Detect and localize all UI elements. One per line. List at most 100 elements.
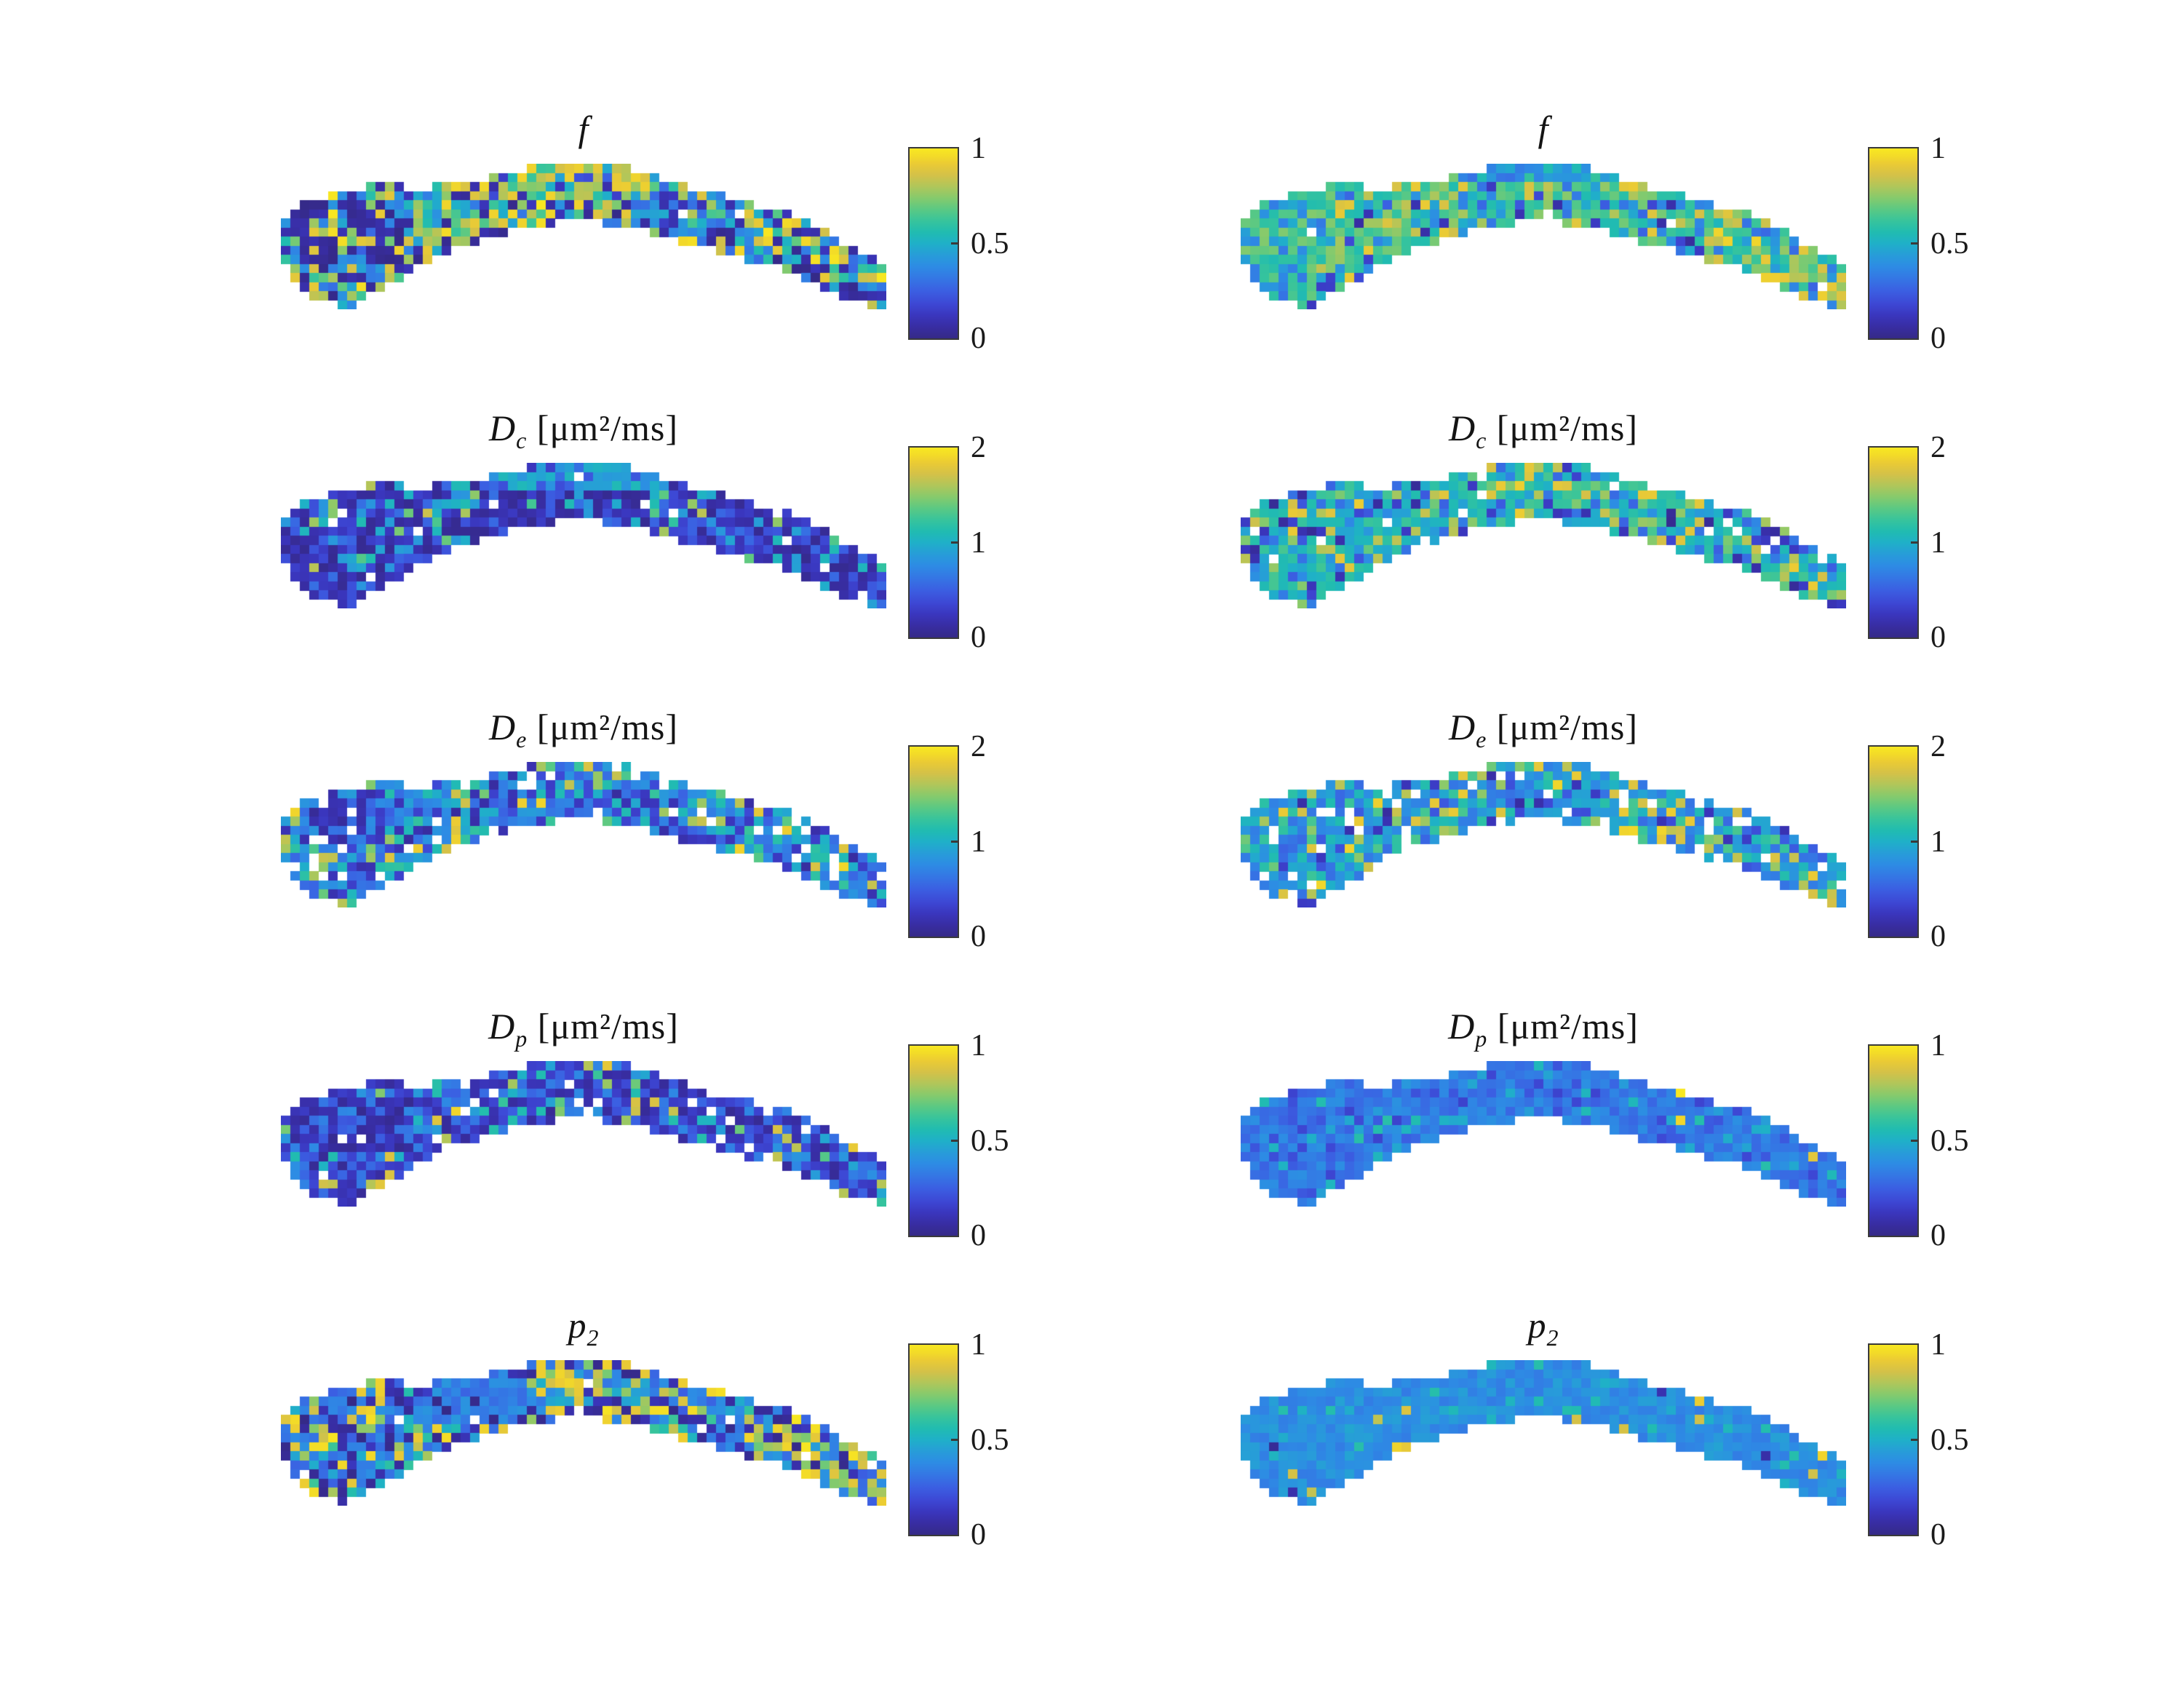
colorbar-tick-label-max: 2: [1930, 730, 1946, 763]
colorbar-mid-tick: [1911, 541, 1917, 544]
colorbar-tick-label-max: 2: [1930, 431, 1946, 464]
colorbar-tick-label-mid: 0.5: [971, 1124, 1009, 1158]
title-variable: D: [1448, 707, 1476, 747]
colorbar-mid-tick: [1911, 1140, 1917, 1142]
heatmap-p2-left: [281, 1360, 886, 1506]
colorbar-tick-label-mid: 0.5: [971, 227, 1009, 261]
colorbar-tick-label-mid: 1: [971, 526, 986, 560]
title-unit: [μm²/ms]: [1487, 408, 1639, 448]
colorbar: 1 0.5 0: [908, 133, 1009, 354]
heatmap-f-right: [1241, 164, 1846, 309]
colorbar-tick-label-min: 0: [1930, 322, 1946, 355]
colorbar-tick-label-min: 0: [1930, 621, 1946, 654]
colorbar-gradient: [1868, 1343, 1919, 1536]
panel-p2-right: p2 1 0.5 0: [1241, 1305, 2150, 1557]
colorbar-tick-label-max: 2: [971, 431, 986, 464]
title-unit: [μm²/ms]: [1487, 707, 1639, 747]
title-subscript: e: [1476, 726, 1487, 752]
heatmap-f-left: [281, 164, 886, 309]
title-subscript: c: [516, 427, 528, 453]
panel-p2-left: p2 1 0.5 0: [281, 1305, 1190, 1557]
colorbar-gradient: [908, 1343, 959, 1536]
panel-Dp-right: Dp [μm²/ms] 1 0.5 0: [1241, 1006, 2150, 1258]
colorbar-tick-label-mid: 0.5: [971, 1423, 1009, 1457]
panel-f-right: f 1 0.5 0: [1241, 108, 2150, 360]
title-unit: [μm²/ms]: [528, 1006, 679, 1046]
colorbar-mid-tick: [951, 1439, 958, 1441]
panel-title: Dc [μm²/ms]: [1448, 407, 1639, 452]
title-variable: p: [1527, 1305, 1547, 1346]
title-variable: D: [1448, 1006, 1476, 1046]
colorbar-mid-tick: [951, 242, 958, 245]
colorbar-gradient: [1868, 147, 1919, 340]
title-unit: [μm²/ms]: [1487, 1006, 1639, 1046]
colorbar-gradient: [1868, 1044, 1919, 1237]
title-subscript: e: [516, 726, 528, 752]
colorbar-gradient: [908, 745, 959, 938]
colorbar-mid-tick: [951, 841, 958, 843]
title-variable: D: [488, 707, 517, 747]
colorbar-tick-label-max: 1: [1930, 132, 1946, 165]
colorbar: 1 0.5 0: [1868, 1330, 1969, 1550]
panel-title: f: [578, 108, 589, 150]
title-variable: D: [488, 1006, 516, 1046]
title-variable: f: [1538, 108, 1549, 149]
panel-Dp-left: Dp [μm²/ms] 1 0.5 0: [281, 1006, 1190, 1258]
colorbar-tick-label-min: 0: [971, 1518, 986, 1552]
colorbar-tick-label-max: 1: [971, 132, 986, 165]
colorbar: 2 1 0: [908, 731, 986, 952]
panel-Dc-left: Dc [μm²/ms] 2 1 0: [281, 408, 1190, 659]
colorbar: 2 1 0: [1868, 432, 1946, 653]
colorbar-tick-label-min: 0: [971, 322, 986, 355]
heatmap-Dc-left: [281, 463, 886, 608]
colorbar-tick-label-max: 1: [1930, 1328, 1946, 1362]
colorbar: 1 0.5 0: [1868, 133, 1969, 354]
heatmap-Dp-left: [281, 1061, 886, 1207]
panel-title: De [μm²/ms]: [488, 706, 678, 751]
colorbar-mid-tick: [951, 1140, 958, 1142]
panel-Dc-right: Dc [μm²/ms] 2 1 0: [1241, 408, 2150, 659]
colorbar-mid-tick: [1911, 1439, 1917, 1441]
colorbar-tick-label-max: 1: [1930, 1029, 1946, 1062]
colorbar-tick-label-min: 0: [971, 621, 986, 654]
heatmap-Dp-right: [1241, 1061, 1846, 1207]
title-variable: p: [568, 1305, 587, 1346]
panel-title: f: [1538, 108, 1549, 150]
title-subscript: p: [515, 1025, 528, 1052]
title-variable: f: [578, 108, 589, 149]
title-subscript: c: [1476, 427, 1487, 453]
colorbar: 1 0.5 0: [908, 1030, 1009, 1251]
title-subscript: 2: [1546, 1324, 1559, 1351]
colorbar-tick-label-mid: 1: [971, 825, 986, 859]
colorbar-tick-label-min: 0: [1930, 1219, 1946, 1252]
colorbar-tick-label-mid: 0.5: [1930, 227, 1969, 261]
colorbar-mid-tick: [951, 541, 958, 544]
colorbar: 1 0.5 0: [908, 1330, 1009, 1550]
colorbar-gradient: [1868, 446, 1919, 639]
colorbar-mid-tick: [1911, 841, 1917, 843]
panel-title: De [μm²/ms]: [1448, 706, 1639, 751]
colorbar-tick-label-mid: 1: [1930, 526, 1946, 560]
panel-De-left: De [μm²/ms] 2 1 0: [281, 707, 1190, 958]
heatmap-p2-right: [1241, 1360, 1846, 1506]
panel-title: p2: [568, 1304, 600, 1349]
colorbar-tick-label-min: 0: [971, 1219, 986, 1252]
colorbar: 2 1 0: [1868, 731, 1946, 952]
title-variable: D: [488, 408, 517, 448]
title-variable: D: [1448, 408, 1476, 448]
colorbar-gradient: [1868, 745, 1919, 938]
colorbar-tick-label-min: 0: [1930, 920, 1946, 953]
title-unit: [μm²/ms]: [527, 408, 679, 448]
colorbar-tick-label-mid: 0.5: [1930, 1124, 1969, 1158]
colorbar-gradient: [908, 1044, 959, 1237]
colorbar: 2 1 0: [908, 432, 986, 653]
panel-De-right: De [μm²/ms] 2 1 0: [1241, 707, 2150, 958]
colorbar: 1 0.5 0: [1868, 1030, 1969, 1251]
heatmap-De-right: [1241, 762, 1846, 907]
heatmap-Dc-right: [1241, 463, 1846, 608]
colorbar-tick-label-mid: 0.5: [1930, 1423, 1969, 1457]
panel-title: Dp [μm²/ms]: [488, 1005, 679, 1050]
colorbar-tick-label-max: 2: [971, 730, 986, 763]
colorbar-tick-label-min: 0: [971, 920, 986, 953]
